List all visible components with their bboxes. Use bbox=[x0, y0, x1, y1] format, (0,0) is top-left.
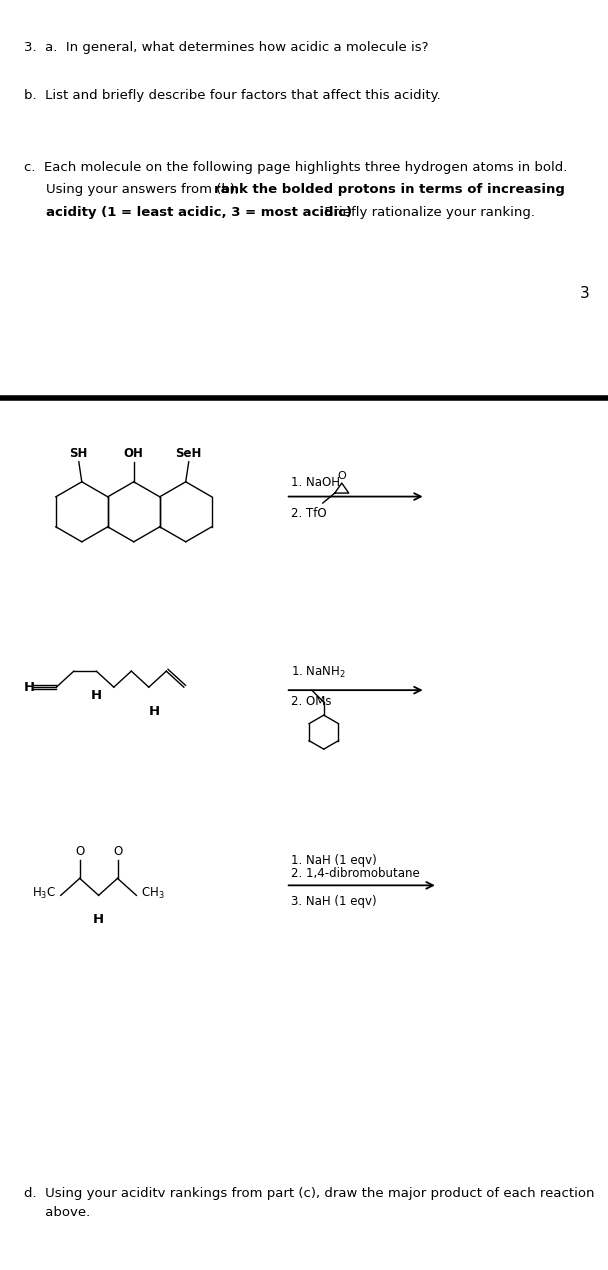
Text: 1. NaOH: 1. NaOH bbox=[291, 475, 340, 489]
Text: rank the bolded protons in terms of increasing: rank the bolded protons in terms of incr… bbox=[213, 183, 564, 196]
Text: 1. NaNH$_2$: 1. NaNH$_2$ bbox=[291, 665, 345, 681]
Text: b.  List and briefly describe four factors that affect this acidity.: b. List and briefly describe four factor… bbox=[24, 89, 441, 102]
Text: . Briefly rationalize your ranking.: . Briefly rationalize your ranking. bbox=[316, 206, 534, 218]
Text: 2. 1,4-dibromobutane: 2. 1,4-dibromobutane bbox=[291, 867, 420, 880]
Text: acidity (1 = least acidic, 3 = most acidic): acidity (1 = least acidic, 3 = most acid… bbox=[46, 206, 351, 218]
Text: c.  Each molecule on the following page highlights three hydrogen atoms in bold.: c. Each molecule on the following page h… bbox=[24, 161, 568, 174]
Text: O: O bbox=[113, 846, 122, 859]
Text: H: H bbox=[148, 705, 159, 718]
Text: O: O bbox=[75, 846, 85, 859]
Text: SeH: SeH bbox=[176, 447, 202, 460]
Text: H: H bbox=[24, 681, 35, 693]
Text: 2. OMs: 2. OMs bbox=[291, 695, 331, 709]
Text: 1. NaH (1 eqv): 1. NaH (1 eqv) bbox=[291, 855, 376, 867]
Text: O: O bbox=[337, 471, 346, 481]
Text: d.  Using your aciditv rankings from part (c), draw the major product of each re: d. Using your aciditv rankings from part… bbox=[24, 1187, 595, 1200]
Text: 3.  a.  In general, what determines how acidic a molecule is?: 3. a. In general, what determines how ac… bbox=[24, 41, 429, 53]
Text: Using your answers from (b),: Using your answers from (b), bbox=[46, 183, 243, 196]
Text: H: H bbox=[91, 690, 102, 702]
Text: CH$_3$: CH$_3$ bbox=[142, 885, 165, 900]
Text: SH: SH bbox=[69, 447, 88, 460]
Text: 2. TfO: 2. TfO bbox=[291, 507, 326, 519]
Text: H$_3$C: H$_3$C bbox=[32, 885, 56, 900]
Text: 3. NaH (1 eqv): 3. NaH (1 eqv) bbox=[291, 895, 376, 908]
Text: 3: 3 bbox=[580, 286, 590, 301]
Text: above.: above. bbox=[24, 1206, 91, 1219]
Text: OH: OH bbox=[124, 447, 143, 460]
Text: H: H bbox=[93, 913, 104, 926]
